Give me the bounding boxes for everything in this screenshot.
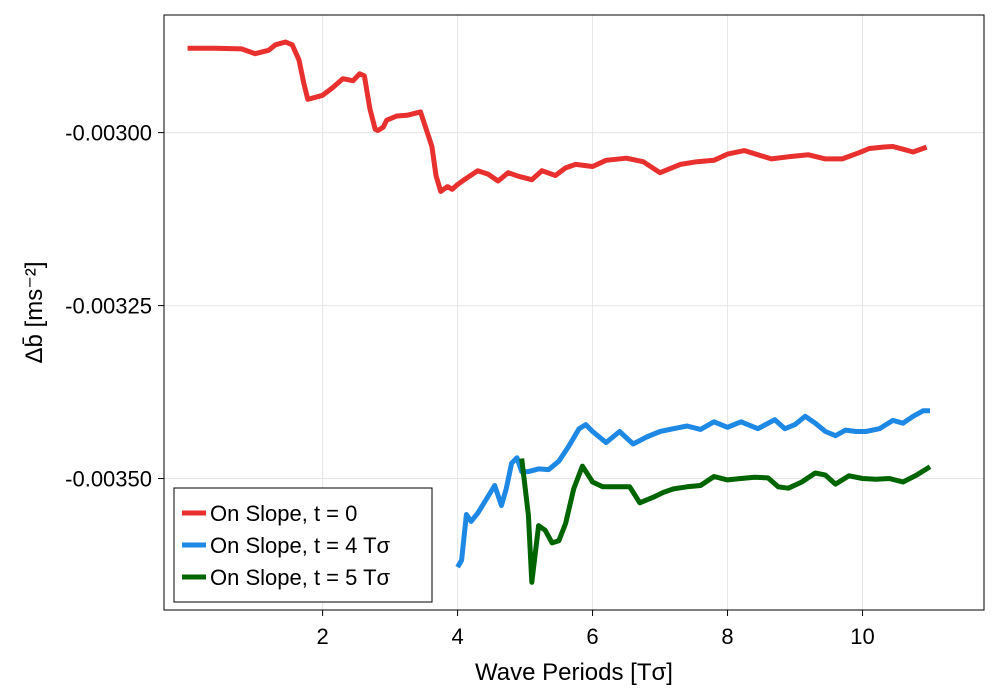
y-axis: -0.00300 -0.00325 -0.00350 — [65, 121, 164, 492]
legend-box — [173, 487, 433, 603]
x-tick-label: 6 — [586, 624, 598, 649]
y-axis-title: Δb̄ [ms⁻²] — [21, 261, 48, 363]
y-tick-label: -0.00300 — [65, 121, 152, 146]
x-tick-label: 10 — [850, 624, 874, 649]
legend-label: On Slope, t = 0 — [210, 501, 357, 526]
series-line-3 — [519, 458, 932, 585]
plot-frame — [163, 14, 985, 611]
grid-lines — [164, 15, 984, 610]
x-tick-label: 2 — [316, 624, 328, 649]
legend-label: On Slope, t = 4 Tσ — [210, 533, 391, 558]
series-line-1 — [187, 39, 928, 194]
x-axis: 2 4 6 8 10 — [316, 610, 875, 649]
x-tick-label: 8 — [721, 624, 733, 649]
series-layer — [187, 39, 932, 585]
series-line-2 — [455, 408, 930, 569]
legend: On Slope, t = 0 On Slope, t = 4 Tσ On Slop… — [173, 487, 433, 603]
legend-label: On Slope, t = 5 Tσ — [210, 565, 391, 590]
y-tick-label: -0.00325 — [65, 294, 152, 319]
x-axis-title: Wave Periods [Tσ] — [475, 659, 673, 686]
y-tick-label: -0.00350 — [65, 467, 152, 492]
x-tick-label: 4 — [451, 624, 463, 649]
